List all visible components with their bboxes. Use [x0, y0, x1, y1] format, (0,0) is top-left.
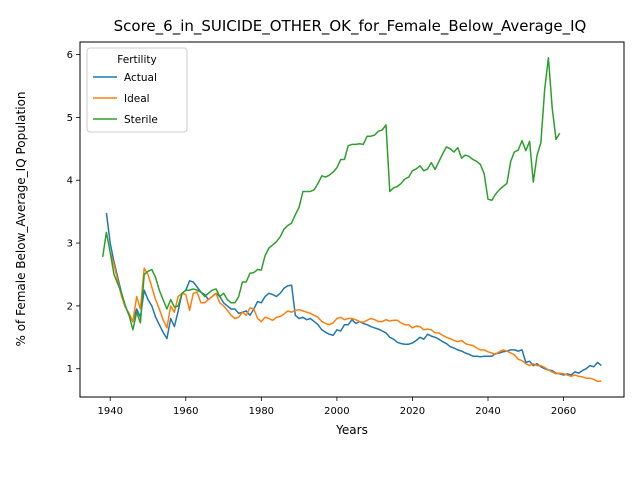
y-tick-label: 1 [67, 364, 73, 375]
chart-title: Score_6_in_SUICIDE_OTHER_OK_for_Female_B… [114, 17, 587, 36]
x-tick-label: 2000 [324, 406, 349, 417]
y-axis-label: % of Female Below_Average_IQ Population [14, 91, 28, 346]
legend-label-ideal: Ideal [124, 93, 150, 105]
series-line-sterile [101, 56, 561, 331]
x-axis: 1940 1960 1980 2000 2020 2040 2060 [97, 397, 576, 417]
y-tick-label: 5 [67, 113, 73, 124]
x-tick-label: 1940 [97, 406, 122, 417]
series-line-actual [105, 212, 602, 376]
axes-frame [79, 41, 625, 398]
series-line-ideal [109, 252, 602, 383]
y-axis: 1 2 3 4 5 6 [67, 50, 80, 375]
x-axis-label: Years [335, 423, 368, 437]
plot-area [101, 56, 602, 383]
y-tick-label: 6 [67, 50, 73, 61]
legend-box [86, 47, 188, 133]
y-tick-label: 3 [67, 239, 73, 250]
y-tick-label: 4 [67, 176, 73, 187]
legend-title: Fertility [117, 54, 156, 66]
x-tick-label: 1980 [249, 406, 274, 417]
x-tick-label: 2060 [551, 406, 576, 417]
legend: Fertility Actual Ideal Sterile [86, 47, 188, 133]
legend-label-actual: Actual [124, 72, 157, 84]
legend-label-sterile: Sterile [124, 114, 158, 126]
y-tick-label: 2 [67, 301, 73, 312]
x-tick-label: 1960 [173, 406, 198, 417]
x-tick-label: 2020 [400, 406, 425, 417]
x-tick-label: 2040 [475, 406, 500, 417]
